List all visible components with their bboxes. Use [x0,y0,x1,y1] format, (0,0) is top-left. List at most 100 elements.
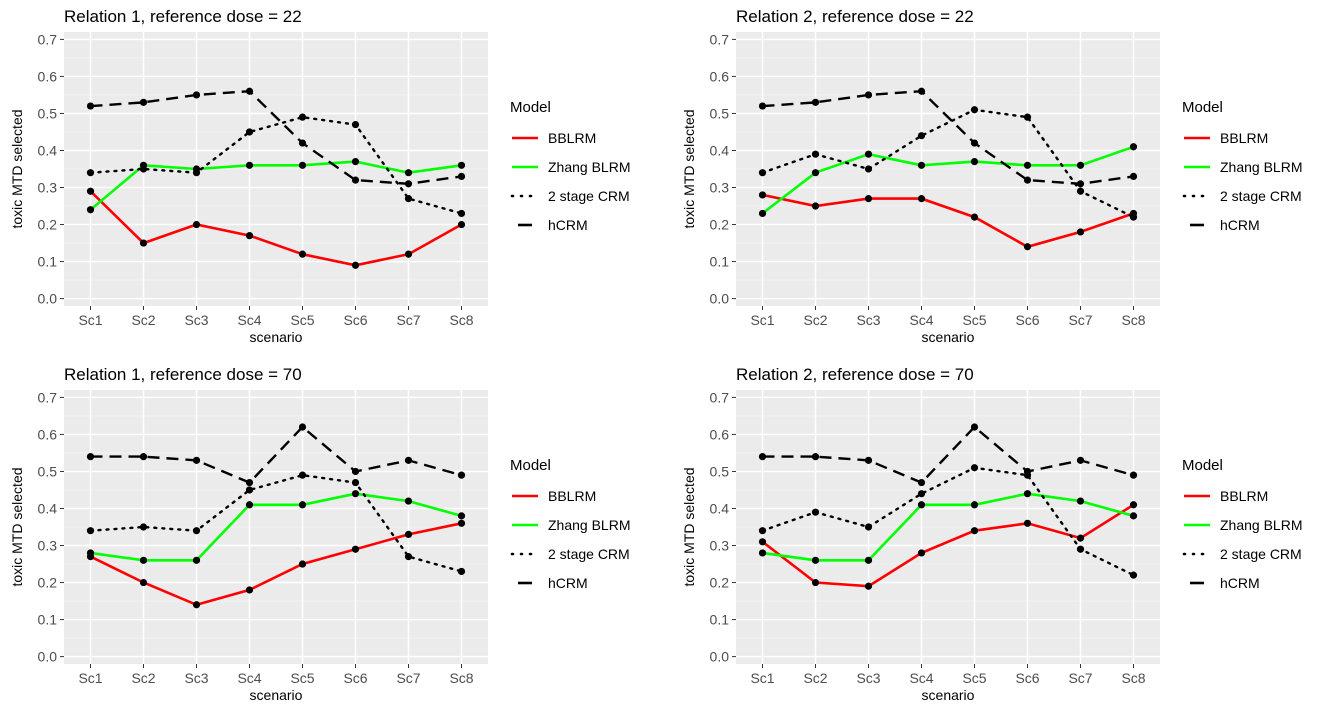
data-point [758,549,767,557]
data-point [970,139,979,147]
legend-label: hCRM [548,217,588,233]
data-point [864,556,873,564]
data-point [811,169,820,177]
data-point [245,478,254,487]
data-point [139,556,148,564]
data-point [864,195,873,203]
data-point [970,527,979,535]
data-point [917,490,926,498]
x-tick-label: Sc8 [449,670,473,686]
data-point [864,91,873,99]
data-point [245,161,254,169]
series-line [89,473,463,573]
data-point [1023,176,1032,184]
y-tick-label: 0.2 [38,217,58,233]
data-point [1129,471,1138,479]
y-tick-label: 0.0 [710,291,730,307]
data-point [86,527,95,535]
data-point [1129,571,1138,579]
data-point [192,169,201,177]
data-point [970,464,979,472]
data-point [811,150,820,158]
legend-label: 2 stage CRM [1220,188,1302,204]
data-point [864,582,873,590]
data-point [298,501,307,509]
legend-label: BBLRM [548,130,596,146]
data-point [298,250,307,258]
y-axis-label: toxic MTD selected [9,467,25,586]
data-point [1129,501,1138,509]
y-tick-label: 0.1 [710,612,730,628]
x-tick-label: Sc6 [343,670,367,686]
y-tick-label: 0.2 [710,217,730,233]
legend-label: BBLRM [1220,488,1268,504]
data-point [192,601,201,609]
y-tick-label: 0.2 [710,575,730,591]
data-point [917,132,926,140]
chart-panel-relation2-dose22: Relation 2, reference dose = 22 0.0 0.1 0.2… [672,0,1343,357]
data-point [811,508,820,516]
y-tick-label: 0.5 [710,463,730,479]
data-point [404,169,413,177]
x-axis-label: scenario [922,687,975,703]
x-axis-label: scenario [922,329,975,345]
legend-label: Zhang BLRM [548,517,630,533]
data-point [86,102,95,110]
data-point [811,98,820,106]
legend-title: Model [510,99,551,116]
data-point [864,523,873,531]
x-tick-label: Sc7 [396,670,420,686]
data-point [917,87,926,95]
data-point [1076,534,1085,542]
data-point [457,161,466,169]
data-point [139,98,148,106]
series-line [761,108,1135,219]
data-point [811,556,820,564]
y-tick-label: 0.1 [710,254,730,270]
x-axis-label: scenario [250,687,303,703]
y-tick-label: 0.0 [38,291,58,307]
y-tick-label: 0.4 [38,500,58,516]
x-tick-label: Sc2 [131,312,155,328]
data-point [1129,213,1138,221]
chart-title: Relation 2, reference dose = 70 [736,365,974,384]
y-tick-label: 0.4 [710,142,730,158]
data-point [864,456,873,464]
data-point [351,157,360,166]
data-point [245,486,254,494]
data-point [811,578,820,587]
y-axis-label: toxic MTD selected [681,467,697,586]
y-tick-label: 0.5 [38,105,58,121]
y-tick-label: 0.7 [38,31,58,47]
data-point [758,191,767,199]
data-point [1023,467,1032,476]
series-line [89,115,463,215]
data-point [1076,456,1085,464]
x-tick-label: Sc5 [290,312,314,328]
data-point [245,128,254,136]
data-point [1076,187,1085,195]
chart-svg: Relation 2, reference dose = 22 0.0 0.1 0.2… [681,7,1302,345]
data-point [298,113,307,121]
x-tick-label: Sc3 [856,312,880,328]
data-point [864,150,873,158]
data-point [457,471,466,479]
data-point [970,213,979,221]
y-tick-label: 0.4 [38,142,58,158]
series-line [90,425,462,485]
y-tick-label: 0.1 [38,612,58,628]
x-tick-label: Sc6 [343,312,367,328]
data-point [457,220,466,229]
y-axis-label: toxic MTD selected [9,109,25,228]
legend-label: BBLRM [548,488,596,504]
legend-title: Model [510,457,551,474]
data-point [351,478,360,487]
chart-panel-relation2-dose70: Relation 2, reference dose = 70 0.0 0.1 0.2… [672,358,1343,715]
y-tick-label: 0.0 [710,649,730,665]
x-tick-label: Sc1 [78,670,102,686]
data-point [298,161,307,169]
data-point [86,187,95,195]
data-point [917,549,926,557]
y-tick-label: 0.6 [710,68,730,84]
data-point [404,497,413,505]
